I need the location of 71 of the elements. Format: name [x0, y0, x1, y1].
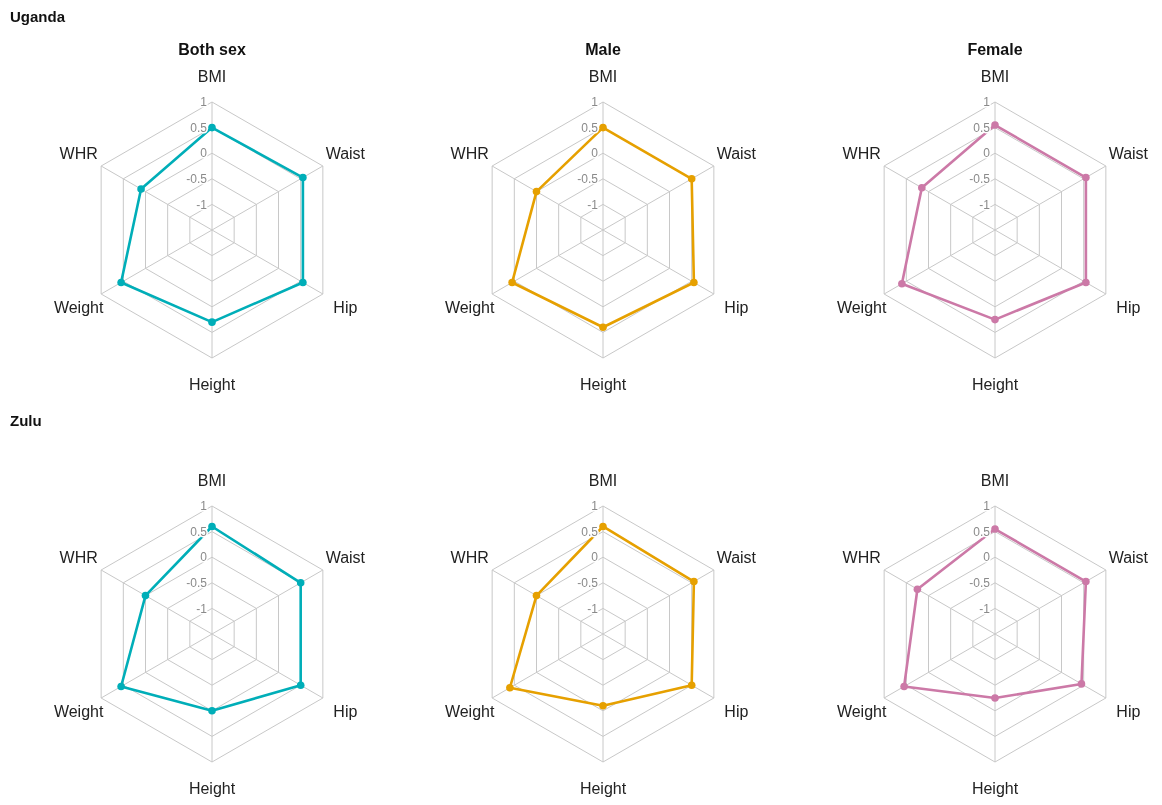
spoke-label: WHR — [59, 144, 98, 162]
y-tick-label: -1 — [196, 601, 208, 616]
y-tick-label: 0 — [983, 550, 991, 565]
spoke-label: Height — [579, 375, 627, 393]
y-tick-label: 0.5 — [973, 524, 991, 539]
spoke-label: BMI — [588, 67, 618, 85]
spoke-label: Weight — [53, 702, 104, 720]
spoke-label: WHR — [842, 144, 881, 162]
spoke-label: WHR — [842, 548, 881, 566]
y-tick-label: 0 — [983, 146, 991, 161]
spoke-label: Height — [188, 375, 236, 393]
spoke-label: BMI — [980, 67, 1010, 85]
spoke-label: BMI — [588, 471, 618, 489]
y-tick-label: 0.5 — [190, 120, 208, 135]
y-tick-label: 0.5 — [581, 120, 599, 135]
y-tick-label: 1 — [983, 95, 991, 110]
y-tick-label: 1 — [591, 95, 599, 110]
spoke-label: Waist — [325, 144, 366, 162]
y-tick-label: 0 — [200, 550, 208, 565]
spoke-label: Hip — [1116, 702, 1141, 720]
spoke-label: Hip — [333, 298, 358, 316]
y-tick-label: 0 — [200, 146, 208, 161]
y-tick-label: -1 — [979, 601, 991, 616]
y-tick-label: -0.5 — [577, 172, 599, 186]
y-tick-label: 1 — [200, 95, 208, 110]
chart-title: Both sex — [178, 41, 246, 58]
y-tick-label: 1 — [200, 499, 208, 514]
y-tick-label: 0.5 — [973, 120, 991, 135]
spoke-label: Hip — [1116, 298, 1141, 316]
y-tick-label: -0.5 — [577, 576, 599, 590]
spoke-label: WHR — [59, 548, 98, 566]
y-tick-label: -1 — [979, 197, 991, 212]
spoke-label: Weight — [836, 298, 887, 316]
y-tick-label: -0.5 — [969, 172, 991, 186]
spoke-label: Weight — [444, 298, 495, 316]
y-tick-label: -0.5 — [186, 576, 208, 590]
spoke-label: Hip — [724, 702, 749, 720]
spoke-label: Weight — [53, 298, 104, 316]
spoke-label: Height — [188, 779, 236, 797]
y-tick-label: -1 — [196, 197, 208, 212]
spoke-label: Height — [971, 779, 1019, 797]
spoke-label: Height — [971, 375, 1019, 393]
text: Zulu — [10, 412, 42, 429]
y-tick-label: -0.5 — [969, 576, 991, 590]
spoke-label: BMI — [197, 471, 227, 489]
spoke-label: BMI — [197, 67, 227, 85]
y-tick-label: 0 — [591, 146, 599, 161]
y-tick-label: 0.5 — [581, 524, 599, 539]
spoke-label: Waist — [325, 548, 366, 566]
y-tick-label: -1 — [587, 601, 599, 616]
spoke-label: Height — [579, 779, 627, 797]
spoke-label: Waist — [1108, 144, 1149, 162]
spoke-label: Hip — [724, 298, 749, 316]
spoke-label: Weight — [836, 702, 887, 720]
text: Uganda — [10, 8, 66, 25]
chart-title: Female — [967, 41, 1023, 58]
y-tick-label: 0.5 — [190, 524, 208, 539]
y-tick-label: 1 — [591, 499, 599, 514]
spoke-label: WHR — [450, 144, 489, 162]
spoke-label: Waist — [716, 548, 757, 566]
y-tick-label: 1 — [983, 499, 991, 514]
y-tick-label: -1 — [587, 197, 599, 212]
spoke-label: Hip — [333, 702, 358, 720]
y-tick-label: -0.5 — [186, 172, 208, 186]
spoke-label: Waist — [716, 144, 757, 162]
y-tick-label: 0 — [591, 550, 599, 565]
spoke-label: Waist — [1108, 548, 1149, 566]
spoke-label: WHR — [450, 548, 489, 566]
chart-title: Male — [585, 41, 621, 58]
spoke-label: BMI — [980, 471, 1010, 489]
spoke-label: Weight — [444, 702, 495, 720]
